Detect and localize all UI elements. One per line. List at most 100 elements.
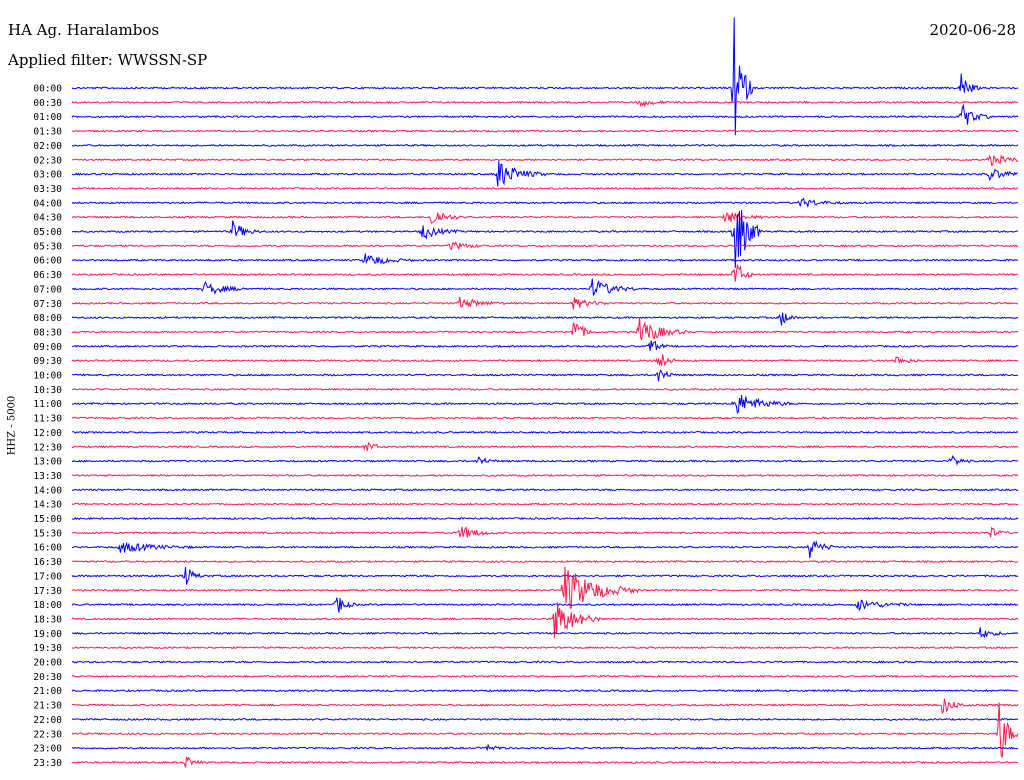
- time-label: 05:30: [33, 241, 62, 252]
- trace-row: [71, 340, 1019, 351]
- time-label: 09:00: [33, 342, 62, 353]
- trace-row: [71, 516, 1019, 521]
- trace-row: [71, 646, 1019, 650]
- time-label: 21:00: [33, 686, 62, 697]
- filter-label: Applied filter: WWSSN-SP: [8, 51, 208, 69]
- time-label: 18:00: [33, 600, 62, 611]
- trace-row: [71, 209, 1019, 268]
- y-axis-label: HHZ - 5000: [6, 395, 18, 456]
- time-labels: 00:00 00:30 01:00 01:30 02:00 02:30 03:00 03:30…: [33, 84, 62, 769]
- trace-rows: [71, 17, 1019, 768]
- time-label: 11:30: [33, 414, 62, 425]
- time-label: 00:30: [33, 98, 62, 109]
- time-label: 06:30: [33, 270, 62, 281]
- time-label: 15:30: [33, 528, 62, 539]
- trace-row: [71, 317, 1019, 341]
- time-label: 17:30: [33, 586, 62, 597]
- trace-row: [71, 186, 1019, 191]
- time-label: 02:30: [33, 155, 62, 166]
- time-label: 21:30: [33, 701, 62, 712]
- time-label: 22:30: [33, 729, 62, 740]
- time-label: 18:30: [33, 614, 62, 625]
- time-label: 19:00: [33, 629, 62, 640]
- time-label: 04:30: [33, 213, 62, 224]
- time-label: 16:30: [33, 557, 62, 568]
- time-label: 20:00: [33, 658, 62, 669]
- time-label: 01:30: [33, 127, 62, 138]
- trace-row: [71, 264, 1019, 282]
- date-label: 2020-06-28: [929, 21, 1016, 39]
- trace-row: [71, 161, 1019, 187]
- time-label: 04:00: [33, 198, 62, 209]
- trace-row: [71, 597, 1019, 613]
- trace-row: [71, 416, 1019, 420]
- time-label: 07:00: [33, 284, 62, 295]
- trace-row: [71, 689, 1019, 693]
- trace-row: [71, 455, 1019, 466]
- trace-row: [71, 103, 1019, 125]
- time-label: 23:30: [33, 758, 62, 769]
- trace-row: [71, 566, 1019, 610]
- time-label: 19:30: [33, 643, 62, 654]
- trace-row: [71, 395, 1019, 415]
- trace-row: [71, 526, 1019, 538]
- trace-row: [71, 369, 1019, 382]
- time-label: 08:30: [33, 327, 62, 338]
- trace-row: [71, 674, 1019, 678]
- trace-row: [71, 312, 1019, 326]
- time-label: 13:00: [33, 457, 62, 468]
- time-label: 20:30: [33, 672, 62, 683]
- time-label: 09:30: [33, 356, 62, 367]
- time-label: 16:00: [33, 543, 62, 554]
- trace-row: [71, 756, 1019, 768]
- time-label: 23:00: [33, 744, 62, 755]
- time-label: 14:00: [33, 485, 62, 496]
- trace-row: [71, 17, 1019, 136]
- time-label: 05:00: [33, 227, 62, 238]
- trace-row: [71, 488, 1019, 492]
- time-label: 12:30: [33, 442, 62, 453]
- trace-row: [71, 698, 1019, 715]
- trace-row: [71, 253, 1019, 265]
- time-label: 07:30: [33, 299, 62, 310]
- time-label: 22:00: [33, 715, 62, 726]
- time-label: 15:00: [33, 514, 62, 525]
- trace-row: [71, 143, 1019, 148]
- trace-row: [71, 100, 1019, 108]
- trace-row: [71, 559, 1019, 564]
- trace-row: [71, 197, 1019, 209]
- trace-row: [71, 627, 1019, 639]
- trace-row: [71, 744, 1019, 752]
- time-label: 10:00: [33, 371, 62, 382]
- time-label: 10:30: [33, 385, 62, 396]
- time-label: 12:00: [33, 428, 62, 439]
- trace-row: [71, 717, 1019, 721]
- trace-row: [71, 129, 1019, 133]
- trace-row: [71, 154, 1019, 167]
- trace-row: [72, 430, 1019, 435]
- trace-row: [71, 278, 1019, 297]
- trace-row: [71, 387, 1019, 391]
- time-label: 14:30: [33, 500, 62, 511]
- time-label: 03:30: [33, 184, 62, 195]
- time-label: 02:00: [33, 141, 62, 152]
- trace-row: [71, 241, 1019, 251]
- trace-row: [71, 354, 1019, 367]
- trace-row: [71, 602, 1019, 638]
- time-label: 17:00: [33, 571, 62, 582]
- station-title: HA Ag. Haralambos: [8, 21, 160, 39]
- time-label: 00:00: [33, 84, 62, 95]
- trace-row: [71, 473, 1019, 478]
- time-label: 08:00: [33, 313, 62, 324]
- time-label: 01:00: [33, 112, 62, 123]
- trace-row: [71, 296, 1019, 310]
- time-label: 03:00: [33, 170, 62, 181]
- trace-row: [71, 502, 1019, 506]
- trace-row: [71, 702, 1019, 758]
- trace-row: [71, 539, 1018, 559]
- time-label: 11:00: [33, 399, 62, 410]
- time-label: 13:30: [33, 471, 62, 482]
- time-label: 06:00: [33, 256, 62, 267]
- trace-row: [71, 566, 1019, 585]
- trace-row: [71, 441, 1019, 451]
